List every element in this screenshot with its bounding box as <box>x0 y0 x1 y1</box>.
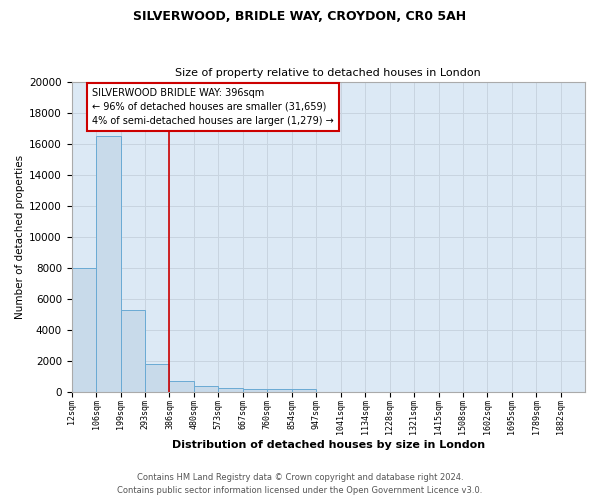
Bar <box>267 390 292 392</box>
Bar <box>218 388 242 392</box>
Title: Size of property relative to detached houses in London: Size of property relative to detached ho… <box>175 68 481 78</box>
Text: Contains HM Land Registry data © Crown copyright and database right 2024.
Contai: Contains HM Land Registry data © Crown c… <box>118 473 482 495</box>
Bar <box>121 310 145 392</box>
Bar <box>194 386 218 392</box>
Text: SILVERWOOD, BRIDLE WAY, CROYDON, CR0 5AH: SILVERWOOD, BRIDLE WAY, CROYDON, CR0 5AH <box>133 10 467 23</box>
Text: SILVERWOOD BRIDLE WAY: 396sqm
← 96% of detached houses are smaller (31,659)
4% o: SILVERWOOD BRIDLE WAY: 396sqm ← 96% of d… <box>92 88 334 126</box>
Bar <box>71 268 96 392</box>
X-axis label: Distribution of detached houses by size in London: Distribution of detached houses by size … <box>172 440 485 450</box>
Bar <box>145 364 169 392</box>
Bar <box>243 388 267 392</box>
Bar <box>96 136 121 392</box>
Bar <box>292 390 316 392</box>
Bar <box>169 381 194 392</box>
Y-axis label: Number of detached properties: Number of detached properties <box>15 154 25 318</box>
